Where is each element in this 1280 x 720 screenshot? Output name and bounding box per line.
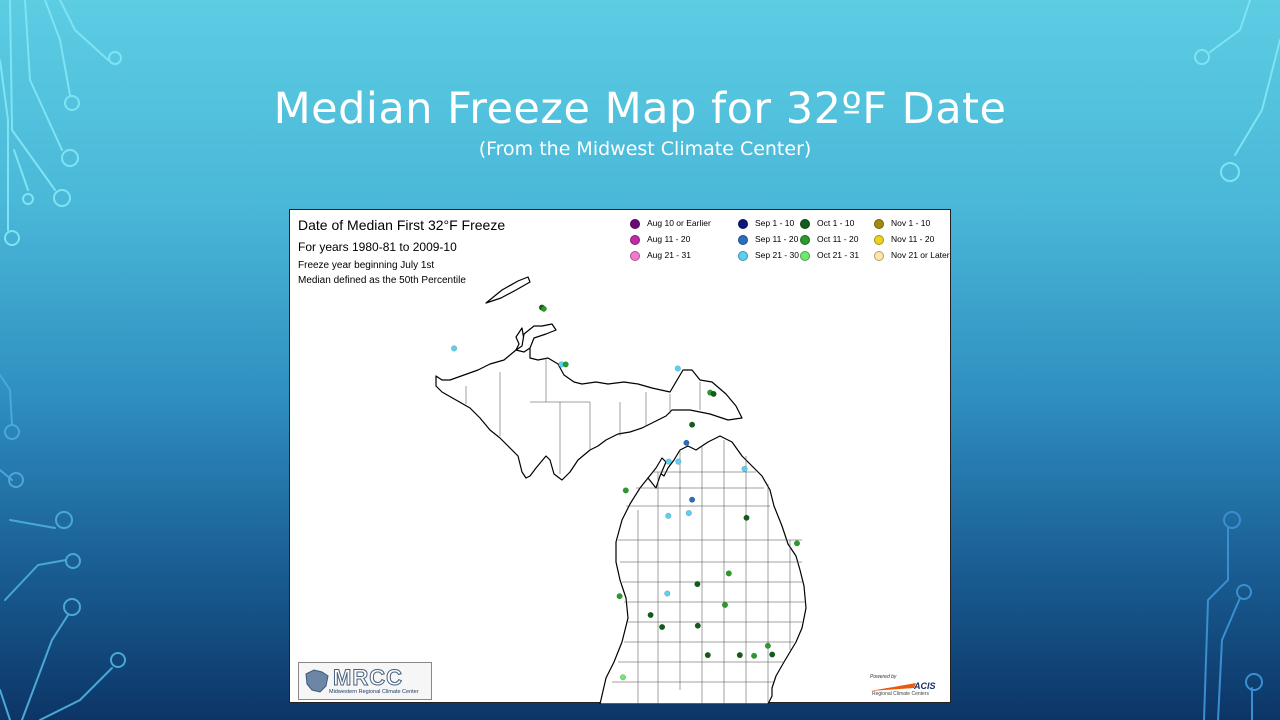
station-dot	[694, 622, 701, 629]
station-dot	[562, 361, 569, 368]
legend-swatch	[800, 234, 810, 245]
station-dot	[622, 487, 629, 494]
keweenaw-peninsula	[515, 323, 557, 353]
station-dot	[675, 458, 682, 465]
station-dot	[665, 512, 672, 519]
legend-label: Aug 11 - 20	[647, 234, 691, 244]
legend-item: Aug 10 or Earlier	[630, 218, 711, 229]
legend-item: Aug 11 - 20	[630, 234, 690, 245]
legend-swatch	[874, 234, 884, 245]
station-dot	[659, 624, 666, 631]
map-title: Date of Median First 32°F Freeze	[298, 217, 506, 233]
station-dot	[722, 601, 729, 608]
acis-name: ACIS	[914, 681, 936, 691]
michigan-map	[435, 276, 807, 704]
station-dot	[769, 651, 776, 658]
station-dot	[764, 642, 771, 649]
legend-label: Nov 11 - 20	[891, 234, 935, 244]
legend-swatch	[738, 250, 748, 261]
station-dot	[689, 496, 696, 503]
legend-swatch	[738, 234, 748, 245]
mrcc-map-icon	[305, 669, 329, 693]
michigan-outline	[435, 276, 807, 704]
legend-swatch	[874, 218, 884, 229]
legend-label: Sep 11 - 20	[755, 234, 799, 244]
legend-label: Aug 21 - 31	[647, 250, 691, 260]
lower-peninsula	[599, 435, 807, 704]
station-dot	[710, 390, 717, 397]
acis-swoosh-icon	[870, 683, 916, 691]
acis-subtitle: Regional Climate Centers	[872, 691, 929, 697]
station-dot	[665, 458, 672, 465]
station-dot	[736, 652, 743, 659]
legend-item: Sep 21 - 30	[738, 250, 799, 261]
legend-label: Nov 21 or Later	[891, 250, 950, 260]
map-note-median: Median defined as the 50th Percentile	[298, 275, 466, 286]
legend-swatch	[800, 250, 810, 261]
station-dot	[616, 593, 623, 600]
station-dot	[683, 439, 690, 446]
mrcc-logo-text: MRCC	[333, 665, 403, 691]
legend-swatch	[738, 218, 748, 229]
station-dot	[751, 652, 758, 659]
circuit-decoration-right	[1180, 0, 1280, 720]
legend-label: Oct 1 - 10	[817, 218, 855, 228]
station-dot	[540, 305, 547, 312]
legend-swatch	[874, 250, 884, 261]
legend-swatch	[800, 218, 810, 229]
slide-title: Median Freeze Map for 32ºF Date	[273, 84, 1007, 134]
legend-item: Oct 1 - 10	[800, 218, 854, 229]
legend-swatch	[630, 250, 640, 261]
station-dot	[694, 581, 701, 588]
mrcc-logo: MRCC Midwestern Regional Climate Center	[298, 662, 432, 700]
station-dot	[685, 510, 692, 517]
acis-logo: Powered by ACIS Regional Climate Centers	[870, 674, 946, 700]
freeze-map-figure: Date of Median First 32°F Freeze For yea…	[289, 209, 951, 704]
legend-item: Nov 1 - 10	[874, 218, 930, 229]
legend-item: Nov 21 or Later	[874, 250, 950, 261]
map-note-freeze-year: Freeze year beginning July 1st	[298, 260, 435, 271]
station-dot	[725, 570, 732, 577]
slide-subtitle: (From the Midwest Climate Center)	[478, 138, 812, 160]
legend-item: Sep 11 - 20	[738, 234, 798, 245]
station-dot	[647, 612, 654, 619]
legend-item: Nov 11 - 20	[874, 234, 934, 245]
legend-item: Oct 11 - 20	[800, 234, 858, 245]
station-dot	[794, 540, 801, 547]
station-dot	[451, 345, 458, 352]
isle-royale	[485, 276, 531, 304]
legend-label: Sep 1 - 10	[755, 218, 795, 228]
mrcc-logo-subtitle: Midwestern Regional Climate Center	[329, 689, 419, 695]
legend-label: Sep 21 - 30	[755, 250, 799, 260]
acis-powered-by: Powered by	[870, 674, 897, 680]
station-dot	[741, 465, 748, 472]
station-dot	[664, 590, 671, 597]
map-subtitle: For years 1980-81 to 2009-10	[298, 240, 457, 254]
legend-swatch	[630, 218, 640, 229]
legend-swatch	[630, 234, 640, 245]
legend-label: Oct 11 - 20	[817, 234, 859, 244]
circuit-decoration-left	[0, 0, 130, 720]
station-dot	[704, 652, 711, 659]
station-dot	[689, 421, 696, 428]
legend-label: Nov 1 - 10	[891, 218, 931, 228]
legend-item: Oct 21 - 31	[800, 250, 859, 261]
station-dot	[743, 514, 750, 521]
legend-label: Oct 21 - 31	[817, 250, 860, 260]
legend-label: Aug 10 or Earlier	[647, 218, 711, 228]
legend-item: Sep 1 - 10	[738, 218, 794, 229]
station-dot	[674, 365, 681, 372]
county-lines	[465, 358, 806, 704]
legend-item: Aug 21 - 31	[630, 250, 691, 261]
station-dot	[620, 674, 627, 681]
